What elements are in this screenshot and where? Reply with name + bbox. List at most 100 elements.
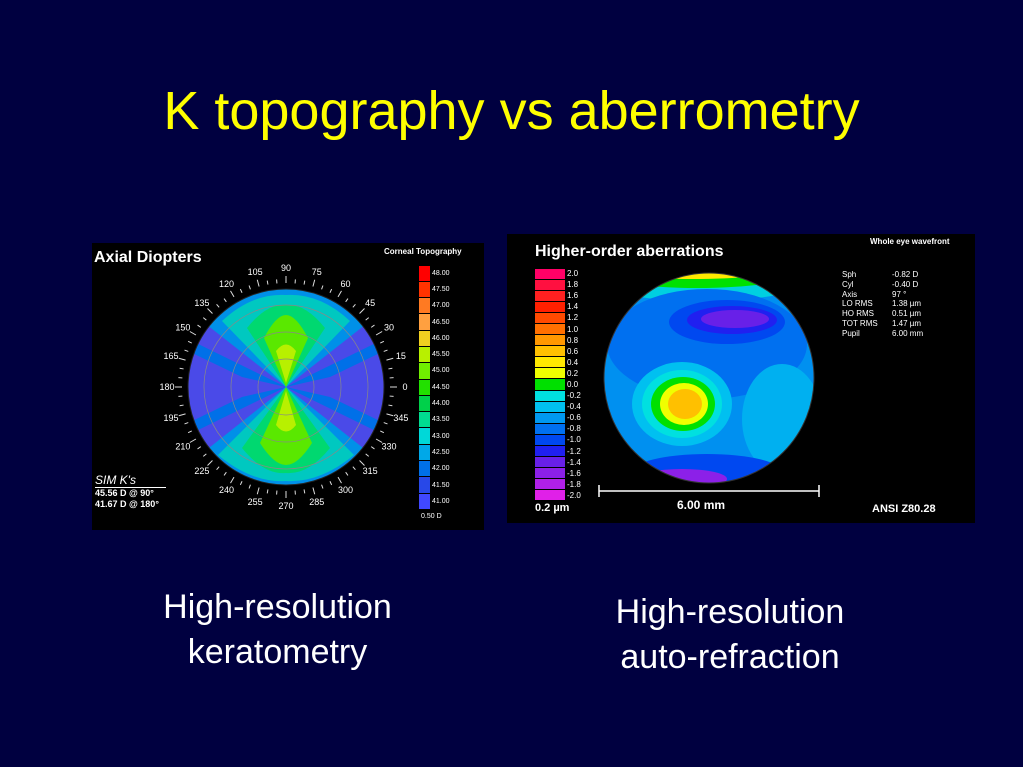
scale-value: 42.00 (432, 465, 450, 473)
scale-swatch (535, 357, 565, 368)
degree-tick (321, 285, 324, 290)
scale-swatch (535, 335, 565, 346)
scale-value: 44.00 (432, 400, 450, 408)
scale-swatch (535, 323, 565, 335)
degree-label: 225 (194, 466, 209, 476)
scale-swatch (535, 423, 565, 434)
refraction-stats: Sph -0.82 D Cyl -0.40 D Axis 97 ° LO RMS 1.38 µ… (842, 270, 923, 339)
scale-swatch (535, 434, 565, 445)
scale-row: -0.8 (535, 423, 581, 434)
degree-label: 135 (194, 298, 209, 308)
stat-label: HO RMS (842, 309, 874, 319)
stat-row: HO RMS 0.51 µm (842, 309, 923, 319)
degree-tick (388, 367, 393, 370)
degree-tick (388, 404, 393, 407)
scale-swatch (419, 265, 430, 281)
degree-tick (375, 438, 383, 443)
degree-tick (383, 422, 388, 425)
scale-row: 42.50 (419, 444, 450, 461)
topography-scale-step: 0.50 D (421, 513, 442, 520)
scale-value: -1.4 (567, 457, 581, 467)
scale-swatch (535, 346, 565, 357)
wavefront-map-fill (604, 273, 814, 483)
scale-swatch (419, 281, 430, 298)
scale-swatch (535, 390, 565, 401)
scale-swatch (419, 477, 430, 493)
scale-swatch (419, 461, 430, 477)
stat-label: Pupil (842, 328, 860, 338)
scale-row: 41.00 (419, 493, 450, 509)
degree-tick (359, 308, 365, 314)
stat-value: 6.00 mm (892, 328, 924, 338)
degree-tick (207, 460, 213, 466)
scale-swatch (535, 379, 565, 390)
degree-tick (179, 367, 184, 370)
degree-tick (202, 453, 207, 457)
scale-swatch (535, 401, 565, 412)
wavefront-title: Higher-order aberrations (535, 243, 724, 260)
scale-row: 2.0 (535, 268, 581, 279)
stat-label: Axis (842, 289, 858, 299)
degree-tick (337, 290, 342, 298)
scale-swatch (535, 279, 565, 290)
scale-row: 45.50 (419, 346, 450, 363)
topography-map-fill (188, 289, 384, 485)
scale-value: 0.2 (567, 368, 579, 378)
scale-value: 1.6 (567, 291, 579, 301)
scale-row: 47.00 (419, 298, 450, 314)
caption-left: High-resolution keratometry (130, 585, 425, 675)
scale-swatch (535, 301, 565, 312)
degree-label: 90 (281, 263, 291, 273)
scale-value: 0.8 (567, 335, 579, 345)
degree-tick (189, 331, 197, 336)
scale-swatch (419, 444, 430, 461)
caption-right-line-1: High-resolution (615, 593, 845, 631)
degree-label: 285 (309, 497, 324, 507)
scale-swatch (535, 290, 565, 301)
degree-label: 150 (175, 323, 190, 333)
scale-value: 1.2 (567, 313, 579, 323)
degree-label: 15 (396, 351, 406, 361)
degree-tick (321, 484, 324, 489)
caption-right: High-resolution auto-refraction (580, 590, 880, 680)
topography-panel: 90 75 60 45 30 15 0 345 330 315 300 285 270 255 240 225… (92, 243, 484, 530)
scale-row: -1.4 (535, 457, 581, 468)
degree-tick (197, 324, 202, 328)
scale-swatch (535, 457, 565, 468)
scale-value: 43.00 (432, 432, 450, 440)
degree-tick (256, 279, 260, 287)
degree-tick (380, 430, 385, 434)
scale-row: 0.6 (535, 346, 581, 357)
degree-tick (230, 476, 235, 484)
scale-value: 47.50 (432, 285, 450, 293)
degree-tick (380, 340, 385, 344)
degree-tick (187, 430, 192, 434)
slide-title: K topography vs aberrometry (163, 81, 860, 141)
ansi-standard-label: ANSI Z80.28 (872, 503, 936, 515)
stat-row: Axis 97 ° (842, 290, 923, 300)
caption-right-line-2: auto-refraction (620, 638, 840, 676)
sim-k-label: SIM K's (95, 473, 166, 488)
degree-tick (303, 280, 306, 285)
scale-value: 0.4 (567, 357, 579, 367)
degree-tick (223, 298, 227, 303)
stat-value: -0.40 D (892, 279, 919, 289)
scale-row: 1.2 (535, 312, 581, 323)
scale-swatch (419, 298, 430, 314)
scale-value: 1.4 (567, 302, 579, 312)
scale-swatch (419, 395, 430, 412)
degree-tick (345, 471, 349, 476)
degree-tick (178, 413, 186, 417)
degree-label: 315 (363, 466, 378, 476)
scale-row: 1.8 (535, 279, 581, 290)
scale-row: 47.50 (419, 281, 450, 298)
scale-value: 46.50 (432, 318, 450, 326)
degree-tick (375, 331, 383, 336)
scale-value: -0.8 (567, 424, 581, 434)
scale-swatch (535, 368, 565, 379)
degree-tick (216, 466, 220, 471)
scale-swatch (419, 314, 430, 330)
scale-row: -1.6 (535, 468, 581, 479)
degree-tick (329, 288, 333, 293)
scale-value: 45.50 (432, 351, 450, 359)
